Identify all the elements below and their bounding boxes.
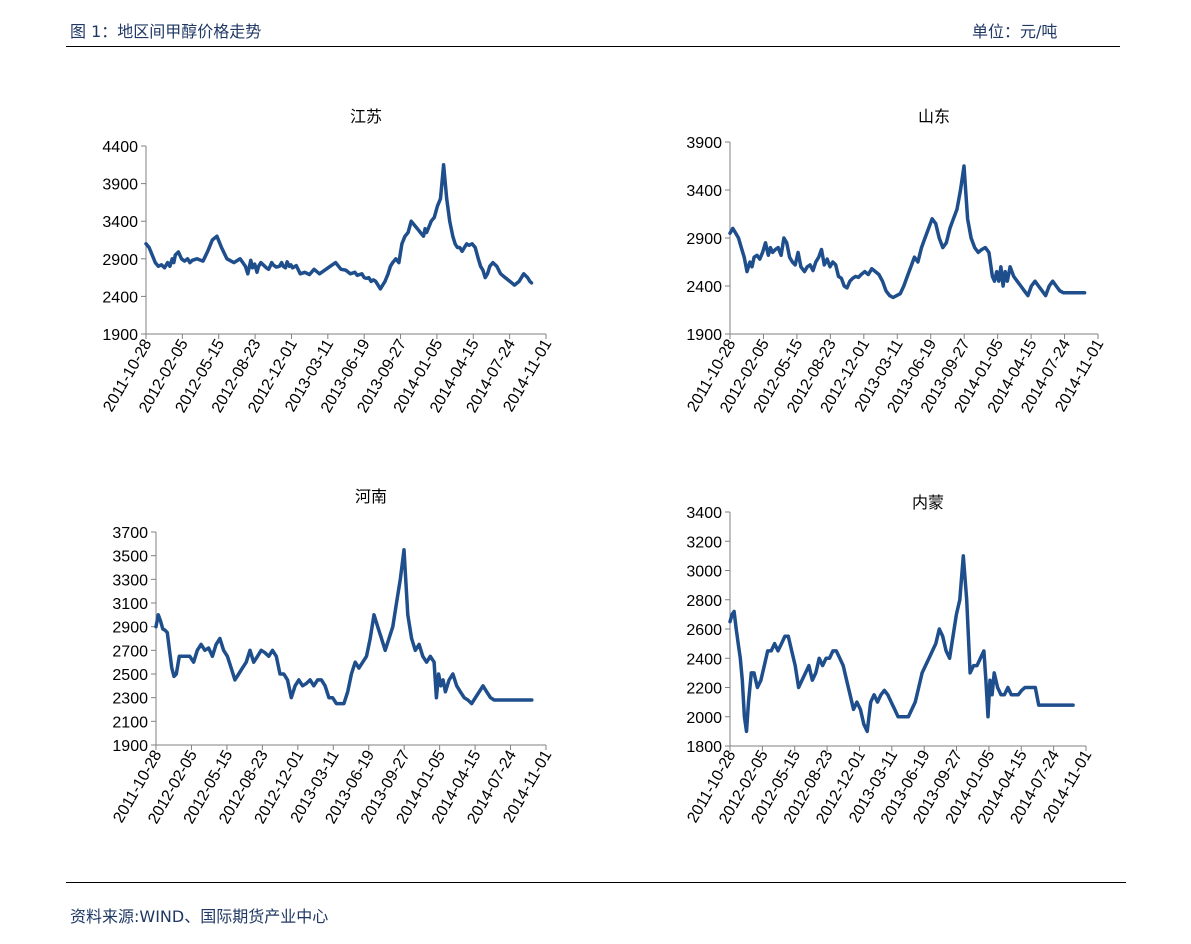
y-tick-label: 2900 <box>102 252 138 269</box>
y-tick-label: 1900 <box>686 327 722 344</box>
y-tick-label: 3300 <box>112 572 148 589</box>
chart-panel-henan: 河南 1900 2100 2300 2500 2700 2900 3100 3300 3500 37… <box>80 484 570 864</box>
y-tick-label: 2100 <box>112 714 148 731</box>
y-tick-label: 2000 <box>686 710 722 727</box>
chart-panel-jiangsu: 江苏 1900 2400 2900 3400 3900 4400 2011-10-28 2012… <box>80 100 570 460</box>
footer-divider <box>66 882 1126 883</box>
y-tick-label: 2900 <box>686 231 722 248</box>
header-divider <box>66 46 1120 47</box>
y-tick-label: 1800 <box>686 739 722 756</box>
y-tick-label: 3700 <box>112 525 148 542</box>
y-tick-label: 3000 <box>686 564 722 581</box>
y-tick-label: 3400 <box>102 214 138 231</box>
chart-panel-neimeng: 内蒙 1800 2000 2200 2400 2600 2800 3000 3200 3400 20… <box>660 484 1130 864</box>
chart-title: 河南 <box>355 487 387 506</box>
y-tick-label: 2600 <box>686 622 722 639</box>
y-tick-label: 3100 <box>112 596 148 613</box>
chart-svg: 江苏1900240029003400390044002011-10-282012… <box>100 107 555 416</box>
y-tick-label: 3900 <box>102 177 138 194</box>
y-tick-label: 1900 <box>102 327 138 344</box>
y-tick-label: 2200 <box>686 681 722 698</box>
chart-title: 江苏 <box>350 107 382 126</box>
y-tick-label: 3400 <box>686 183 722 200</box>
chart-svg: 河南 1900 2100 2300 2500 2700 2900 3100 3300 3500 37… <box>110 487 555 827</box>
y-tick-label: 2700 <box>112 643 148 660</box>
y-tick-label: 2900 <box>112 620 148 637</box>
unit-label: 单位：元/吨 <box>972 22 1058 41</box>
y-tick-label: 3200 <box>686 534 722 551</box>
price-series-line <box>728 164 1087 300</box>
chart-title: 内蒙 <box>912 493 944 512</box>
chart-svg: 内蒙18002000220024002600280030003200340020… <box>684 493 1095 827</box>
chart-title: 山东 <box>918 107 950 126</box>
y-tick-label: 4400 <box>102 139 138 156</box>
chart-panel-shandong: 山东 1900 2400 2900 3400 3900 2011-10-28 2012-02-… <box>660 100 1130 460</box>
price-series-line <box>728 554 1075 734</box>
price-series-line <box>154 548 534 706</box>
y-tick-label: 2400 <box>686 279 722 296</box>
price-series-line <box>144 163 534 291</box>
source-note: 资料来源:WIND、国际期货产业中心 <box>70 907 329 926</box>
y-tick-label: 2400 <box>102 289 138 306</box>
report-figure-title: 图 1：地区间甲醇价格走势 <box>70 22 262 41</box>
y-tick-label: 3500 <box>112 549 148 566</box>
y-tick-label: 2300 <box>112 691 148 708</box>
y-tick-label: 3400 <box>686 505 722 522</box>
y-tick-label: 2400 <box>686 651 722 668</box>
y-tick-label: 2800 <box>686 593 722 610</box>
y-tick-label: 2500 <box>112 667 148 684</box>
chart-svg: 山东190024002900340039002011-10-282012-02-… <box>684 107 1107 416</box>
y-tick-label: 3900 <box>686 135 722 152</box>
y-tick-label: 1900 <box>112 738 148 755</box>
